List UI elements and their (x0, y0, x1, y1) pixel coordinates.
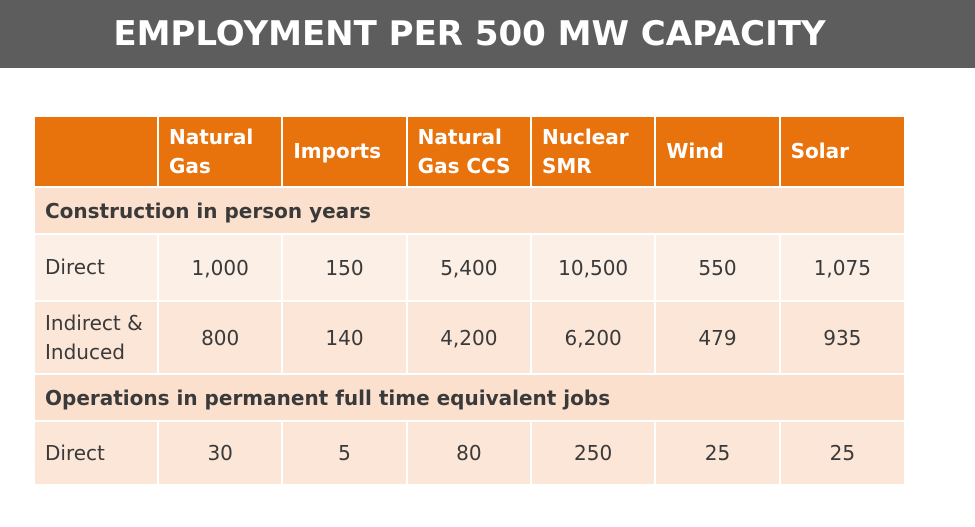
table-cell: 4,200 (405, 300, 531, 374)
header-empty (35, 117, 158, 187)
header-natural-gas-ccs: Natural Gas CCS (405, 117, 531, 187)
table-row: Direct 30 5 80 250 25 25 (35, 420, 904, 484)
header-natural-gas: Natural Gas (156, 117, 283, 187)
table-cell: 10,500 (529, 233, 656, 301)
table-cell: 479 (654, 300, 780, 374)
employment-table: Natural Gas Imports Natural Gas CCS Nuclea… (35, 117, 904, 484)
table-row: Indirect & Induced 800 140 4,200 6,200 47… (35, 300, 904, 374)
table-cell: 25 (778, 420, 904, 484)
table-cell: 30 (156, 420, 283, 484)
table-cell: 550 (654, 233, 780, 301)
table-cell: 80 (405, 420, 531, 484)
section-title: Operations in permanent full time equiva… (35, 373, 904, 421)
title-bar: EMPLOYMENT PER 500 MW CAPACITY (0, 0, 975, 68)
header-wind: Wind (654, 117, 780, 187)
section-row-construction: Construction in person years (35, 186, 904, 234)
row-label: Indirect & Induced (35, 300, 158, 374)
row-label: Direct (35, 420, 158, 484)
table-cell: 25 (654, 420, 780, 484)
row-label: Direct (35, 233, 158, 301)
table-cell: 140 (281, 300, 407, 374)
table-cell: 5 (281, 420, 407, 484)
table-cell: 1,000 (156, 233, 283, 301)
table-cell: 6,200 (529, 300, 656, 374)
table-cell: 800 (156, 300, 283, 374)
table-row: Direct 1,000 150 5,400 10,500 550 1,075 (35, 233, 904, 301)
table-cell: 150 (281, 233, 407, 301)
section-title: Construction in person years (35, 186, 904, 234)
table-cell: 935 (778, 300, 904, 374)
header-row: Natural Gas Imports Natural Gas CCS Nuclea… (35, 117, 904, 187)
page-title: EMPLOYMENT PER 500 MW CAPACITY (113, 14, 826, 54)
section-row-operations: Operations in permanent full time equiva… (35, 373, 904, 421)
table-cell: 1,075 (778, 233, 904, 301)
table-cell: 5,400 (405, 233, 531, 301)
header-nuclear-smr: Nuclear SMR (529, 117, 656, 187)
header-imports: Imports (281, 117, 407, 187)
header-solar: Solar (778, 117, 904, 187)
table-cell: 250 (529, 420, 656, 484)
